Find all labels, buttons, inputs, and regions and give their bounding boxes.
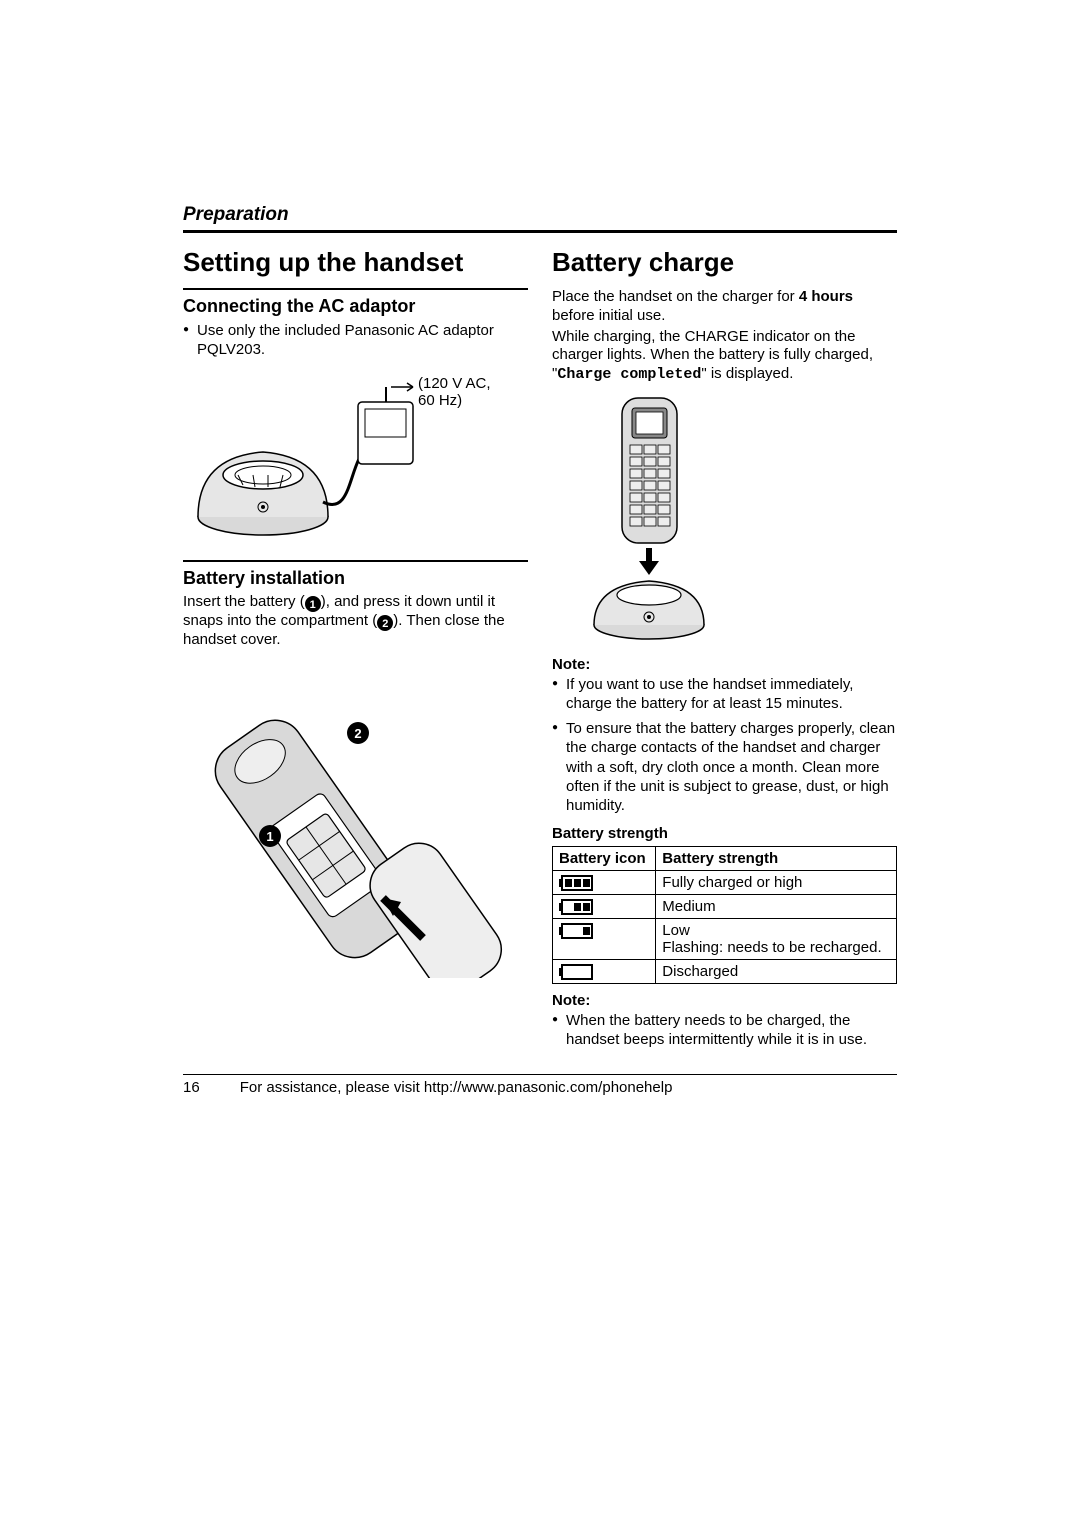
battery-icon-cell	[553, 919, 656, 960]
ac-voltage-caption: (120 V AC, 60 Hz)	[418, 375, 491, 409]
charge-intro-pre: Place the handset on the charger for	[552, 288, 799, 305]
battery-icon-low	[559, 923, 597, 939]
battery-strength-cell: Medium	[656, 895, 897, 919]
left-rule-2	[183, 560, 528, 562]
table-row: Discharged	[553, 960, 897, 984]
batt-text-pre: Insert the battery (	[183, 593, 305, 610]
section-rule	[183, 230, 897, 233]
page-number: 16	[183, 1079, 200, 1096]
battery-strength-cell: Fully charged or high	[656, 871, 897, 895]
note-label-1: Note:	[552, 656, 897, 673]
circled-2-inline: 2	[377, 615, 393, 631]
low-line2: Flashing: needs to be recharged.	[662, 939, 881, 956]
ac-voltage-l2: 60 Hz)	[418, 392, 462, 409]
left-title: Setting up the handset	[183, 247, 528, 278]
ac-adaptor-heading: Connecting the AC adaptor	[183, 296, 528, 317]
left-column: Setting up the handset Connecting the AC…	[183, 241, 528, 1056]
charge-intro-1: Place the handset on the charger for 4 h…	[552, 288, 897, 326]
battery-install-illustration: 1 2	[183, 658, 513, 978]
battery-strength-heading: Battery strength	[552, 825, 897, 842]
note-bullet: To ensure that the battery charges prope…	[552, 719, 897, 815]
battery-icon-medium	[559, 899, 597, 915]
section-label: Preparation	[183, 204, 897, 226]
circled-1-inline: 1	[305, 596, 321, 612]
two-column-layout: Setting up the handset Connecting the AC…	[183, 241, 897, 1056]
note-bullets-1: If you want to use the handset immediate…	[552, 675, 897, 815]
table-row: Fully charged or high	[553, 871, 897, 895]
footer-text: For assistance, please visit http://www.…	[240, 1079, 673, 1096]
note-bullet: When the battery needs to be charged, th…	[552, 1011, 897, 1049]
battery-icon-full	[559, 875, 597, 891]
battery-icon-cell	[553, 960, 656, 984]
battery-strength-cell: Discharged	[656, 960, 897, 984]
charge-intro-2: While charging, the CHARGE indicator on …	[552, 328, 897, 385]
note-bullets-2: When the battery needs to be charged, th…	[552, 1011, 897, 1049]
charge-intro2-mono: Charge completed	[557, 366, 701, 383]
table-row: Medium	[553, 895, 897, 919]
col-battery-strength: Battery strength	[656, 847, 897, 871]
ac-bullet: Use only the included Panasonic AC adapt…	[183, 321, 528, 359]
footer-rule	[183, 1074, 897, 1075]
handset-on-charger-figure	[552, 393, 897, 648]
left-rule-1	[183, 288, 528, 290]
table-row: Low Flashing: needs to be recharged.	[553, 919, 897, 960]
battery-strength-cell: Low Flashing: needs to be recharged.	[656, 919, 897, 960]
page-content: Preparation Setting up the handset Conne…	[183, 204, 897, 1096]
charge-intro2-post: " is displayed.	[701, 365, 793, 382]
battery-icon-cell	[553, 895, 656, 919]
col-battery-icon: Battery icon	[553, 847, 656, 871]
table-header-row: Battery icon Battery strength	[553, 847, 897, 871]
low-line1: Low	[662, 922, 690, 939]
svg-text:1: 1	[266, 829, 273, 844]
svg-text:2: 2	[354, 726, 361, 741]
note-bullet: If you want to use the handset immediate…	[552, 675, 897, 713]
battery-install-figure: 1 2	[183, 658, 528, 983]
note-label-2: Note:	[552, 992, 897, 1009]
battery-install-text: Insert the battery (1), and press it dow…	[183, 593, 528, 650]
handset-on-charger-illustration	[552, 393, 752, 643]
battery-strength-table: Battery icon Battery strength Fully char…	[552, 846, 897, 984]
right-title: Battery charge	[552, 247, 897, 278]
ac-voltage-l1: (120 V AC,	[418, 375, 491, 392]
charge-intro-post: before initial use.	[552, 307, 665, 324]
charge-intro-bold: 4 hours	[799, 288, 853, 305]
ac-adaptor-figure: (120 V AC, 60 Hz)	[183, 367, 528, 552]
right-column: Battery charge Place the handset on the …	[552, 241, 897, 1056]
battery-icon-empty	[559, 964, 597, 980]
battery-icon-cell	[553, 871, 656, 895]
page-footer: 16 For assistance, please visit http://w…	[183, 1079, 897, 1096]
battery-install-heading: Battery installation	[183, 568, 528, 589]
ac-bullet-list: Use only the included Panasonic AC adapt…	[183, 321, 528, 359]
